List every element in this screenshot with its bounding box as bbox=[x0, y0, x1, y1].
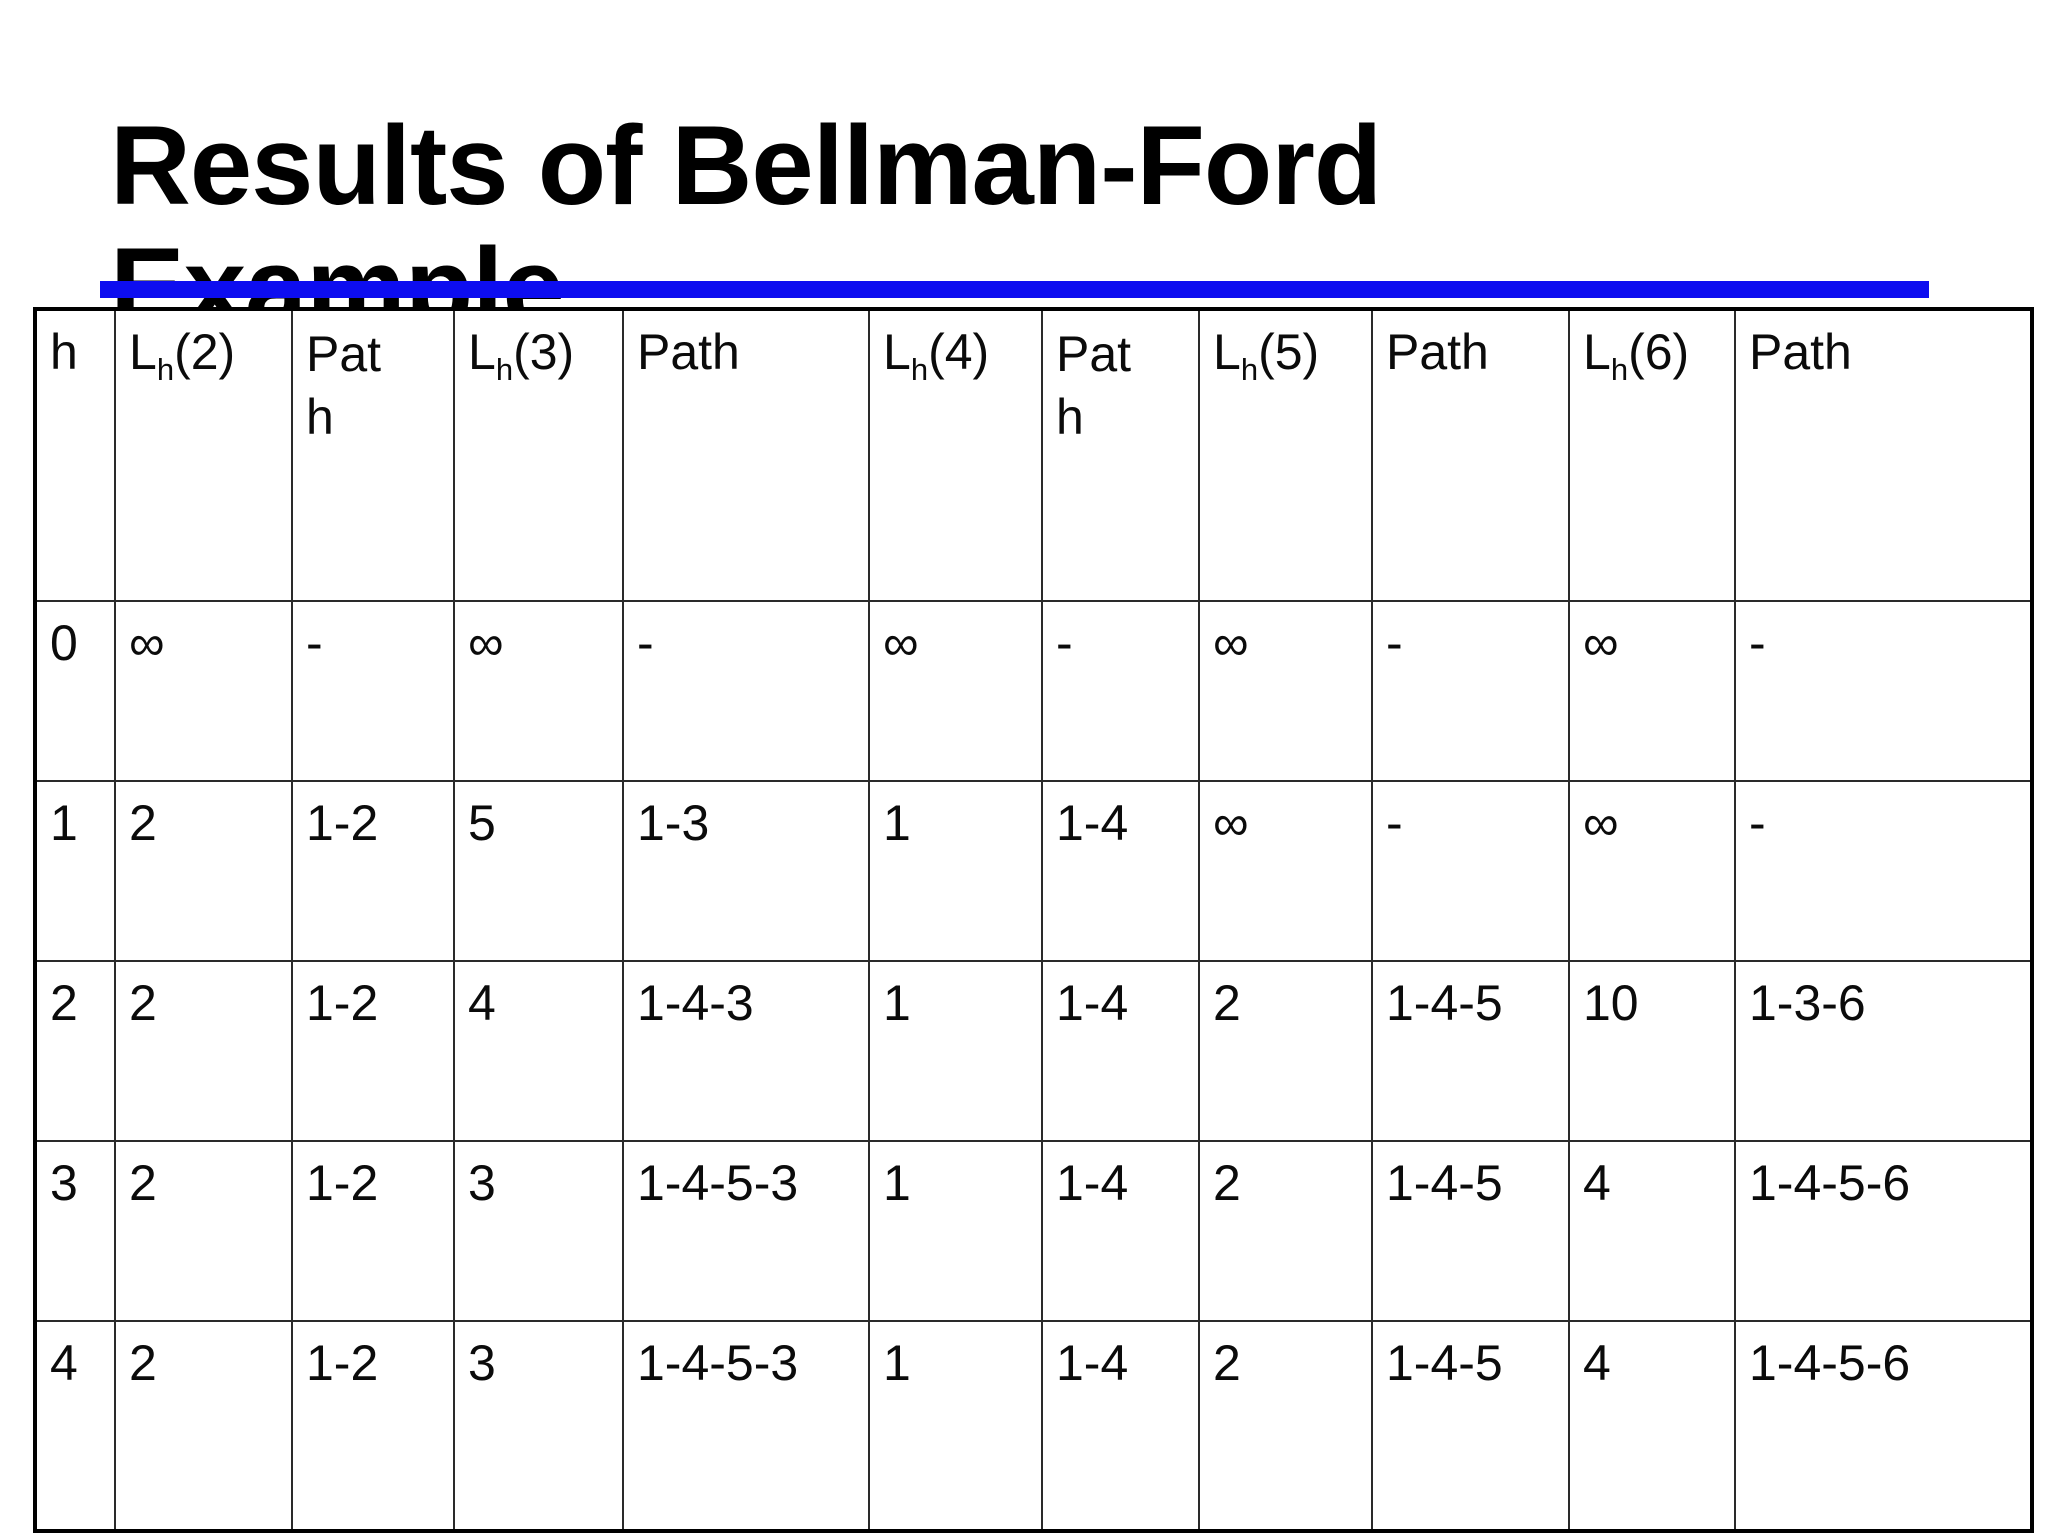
table-cell: 1-2 bbox=[291, 960, 455, 1142]
table-cell: - bbox=[1371, 600, 1570, 782]
table-cell: 1-2 bbox=[291, 1140, 455, 1322]
table-cell: 10 bbox=[1568, 960, 1736, 1142]
table-cell: ∞ bbox=[1198, 780, 1373, 962]
table-cell: 3 bbox=[453, 1140, 624, 1322]
column-header-label: Path bbox=[306, 326, 382, 445]
table-cell: 1-4 bbox=[1041, 1320, 1200, 1532]
table-cell: 1-2 bbox=[291, 780, 455, 962]
column-header-label: L bbox=[468, 324, 496, 380]
column-header-h: h bbox=[34, 308, 116, 602]
column-header-subscript: h bbox=[910, 352, 929, 387]
table-cell: 1-3-6 bbox=[1734, 960, 2033, 1142]
table-cell: 1 bbox=[868, 780, 1043, 962]
column-header-path-5: Path bbox=[1371, 308, 1570, 602]
table-cell: - bbox=[1041, 600, 1200, 782]
column-header-subscript: h bbox=[156, 352, 175, 387]
column-header-path-2: Path bbox=[291, 308, 455, 602]
table-cell: - bbox=[622, 600, 870, 782]
table-cell: 1-2 bbox=[291, 1320, 455, 1532]
table-cell: 2 bbox=[34, 960, 116, 1142]
table-cell: 1-4-5 bbox=[1371, 960, 1570, 1142]
table-cell: 1 bbox=[868, 1320, 1043, 1532]
table-cell: - bbox=[291, 600, 455, 782]
column-header-l5: Lh(5) bbox=[1198, 308, 1373, 602]
column-header-label: L bbox=[883, 324, 911, 380]
table-cell: 5 bbox=[453, 780, 624, 962]
column-header-l4: Lh(4) bbox=[868, 308, 1043, 602]
column-header-label: (2) bbox=[174, 324, 236, 380]
table-row: 0 ∞ - ∞ - ∞ - ∞ - ∞ - bbox=[34, 600, 2033, 782]
column-header-label: Path bbox=[637, 324, 740, 380]
column-header-path-4: Path bbox=[1041, 308, 1200, 602]
column-header-l3: Lh(3) bbox=[453, 308, 624, 602]
column-header-subscript: h bbox=[1240, 352, 1259, 387]
column-header-label: (5) bbox=[1258, 324, 1320, 380]
table-header-row: h Lh(2) Path Lh(3) Path Lh(4) Pa bbox=[34, 308, 2033, 602]
table-cell: 1-4-5-3 bbox=[622, 1320, 870, 1532]
table-cell: 0 bbox=[34, 600, 116, 782]
column-header-label: Path bbox=[1386, 324, 1489, 380]
table-cell: 4 bbox=[34, 1320, 116, 1532]
table-cell: 1-4-5-6 bbox=[1734, 1140, 2033, 1322]
table-cell: 1-3 bbox=[622, 780, 870, 962]
table-cell: - bbox=[1734, 600, 2033, 782]
table-cell: 1-4-5 bbox=[1371, 1140, 1570, 1322]
table-cell: 1-4-5-3 bbox=[622, 1140, 870, 1322]
column-header-label: Path bbox=[1749, 324, 1852, 380]
table-cell: 2 bbox=[1198, 1140, 1373, 1322]
column-header-l2: Lh(2) bbox=[114, 308, 293, 602]
table-cell: - bbox=[1371, 780, 1570, 962]
table-cell: 1 bbox=[868, 960, 1043, 1142]
table-cell: ∞ bbox=[1568, 600, 1736, 782]
table-cell: 1-4 bbox=[1041, 780, 1200, 962]
table-cell: - bbox=[1734, 780, 2033, 962]
table-cell: 4 bbox=[1568, 1140, 1736, 1322]
table-row: 1 2 1-2 5 1-3 1 1-4 ∞ - ∞ - bbox=[34, 780, 2033, 962]
column-header-label: L bbox=[1213, 324, 1241, 380]
table-cell: 2 bbox=[1198, 960, 1373, 1142]
table-cell: 1 bbox=[34, 780, 116, 962]
table-cell: 4 bbox=[1568, 1320, 1736, 1532]
column-header-label: h bbox=[50, 324, 78, 380]
column-header-label: (6) bbox=[1628, 324, 1690, 380]
table-cell: 3 bbox=[453, 1320, 624, 1532]
column-header-path-6: Path bbox=[1734, 308, 2033, 602]
title-accent-rule bbox=[100, 281, 1929, 298]
table-cell: ∞ bbox=[1568, 780, 1736, 962]
table-cell: 2 bbox=[114, 780, 293, 962]
column-header-subscript: h bbox=[1610, 352, 1629, 387]
column-header-label: Path bbox=[1056, 326, 1132, 445]
table-cell: 4 bbox=[453, 960, 624, 1142]
column-header-label: L bbox=[1583, 324, 1611, 380]
table-cell: 1-4-5-6 bbox=[1734, 1320, 2033, 1532]
table-cell: 2 bbox=[114, 1140, 293, 1322]
column-header-subscript: h bbox=[495, 352, 514, 387]
column-header-l6: Lh(6) bbox=[1568, 308, 1736, 602]
table-body: 0 ∞ - ∞ - ∞ - ∞ - ∞ -1 2 1-2 5 1-3 1 1-4 ∞ - ∞ -2 2 1-2 4 1-4-3 1… bbox=[34, 600, 2033, 1532]
table-cell: 1-4 bbox=[1041, 960, 1200, 1142]
column-header-label: (3) bbox=[513, 324, 575, 380]
table-cell: 2 bbox=[114, 960, 293, 1142]
column-header-label: (4) bbox=[928, 324, 990, 380]
table-cell: 1-4-5 bbox=[1371, 1320, 1570, 1532]
table-cell: ∞ bbox=[453, 600, 624, 782]
table-cell: 2 bbox=[1198, 1320, 1373, 1532]
table-row: 3 2 1-2 3 1-4-5-3 1 1-4 2 1-4-5 4 1-4-5-6 bbox=[34, 1140, 2033, 1322]
table-cell: 1-4-3 bbox=[622, 960, 870, 1142]
table-cell: 2 bbox=[114, 1320, 293, 1532]
table-cell: ∞ bbox=[114, 600, 293, 782]
bellman-ford-results-table: h Lh(2) Path Lh(3) Path Lh(4) Pa bbox=[33, 307, 2034, 1533]
column-header-label: L bbox=[129, 324, 157, 380]
table-cell: 1 bbox=[868, 1140, 1043, 1322]
column-header-path-3: Path bbox=[622, 308, 870, 602]
table-cell: 1-4 bbox=[1041, 1140, 1200, 1322]
table-cell: 3 bbox=[34, 1140, 116, 1322]
table-row: 4 2 1-2 3 1-4-5-3 1 1-4 2 1-4-5 4 1-4-5-6 bbox=[34, 1320, 2033, 1532]
table-row: 2 2 1-2 4 1-4-3 1 1-4 2 1-4-5 10 1-3-6 bbox=[34, 960, 2033, 1142]
table-cell: ∞ bbox=[868, 600, 1043, 782]
table-cell: ∞ bbox=[1198, 600, 1373, 782]
